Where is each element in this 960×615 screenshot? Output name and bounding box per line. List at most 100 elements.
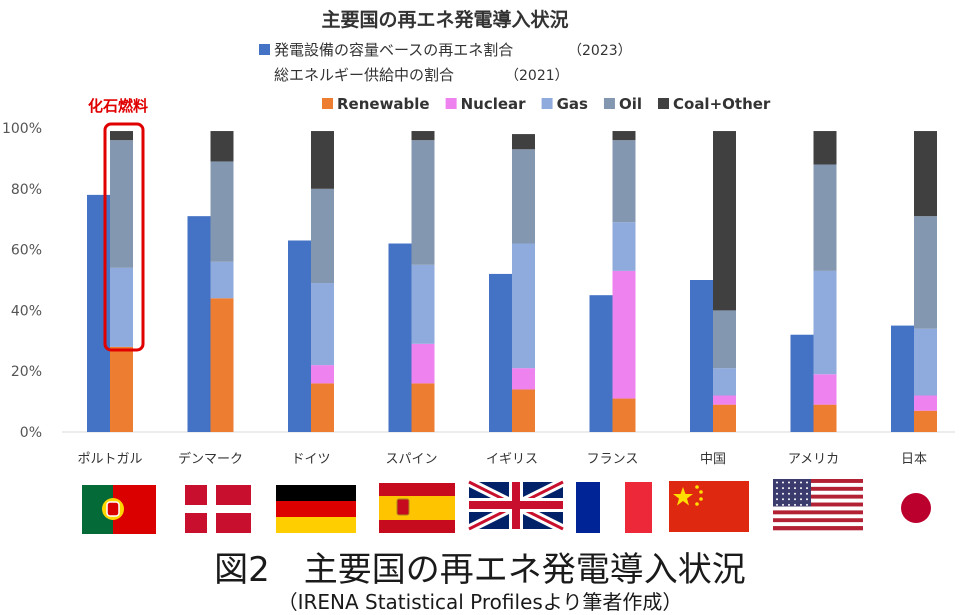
bar-power xyxy=(690,280,713,432)
y-tick-label: 0% xyxy=(20,425,42,441)
bar-segment xyxy=(914,216,937,329)
bar-segment xyxy=(411,264,435,344)
x-tick-label: デンマーク xyxy=(178,451,243,467)
annotation-label: 化石燃料 xyxy=(88,97,148,115)
bar-power xyxy=(87,194,110,432)
bar-segment xyxy=(813,164,837,271)
figure-caption: 図2 主要国の再エネ発電導入状況 xyxy=(214,550,746,590)
bar-segment xyxy=(914,395,937,411)
bar-power xyxy=(388,243,412,432)
bar-segment xyxy=(914,410,937,432)
bar-segment xyxy=(713,395,736,405)
legend-swatch xyxy=(445,98,457,109)
bar-segment xyxy=(612,222,636,271)
bar-segment xyxy=(713,310,736,369)
flag-germany-icon xyxy=(276,485,356,533)
legend-label: Oil xyxy=(619,95,642,113)
x-tick-label: 中国 xyxy=(700,452,726,467)
legend-label: Nuclear xyxy=(461,95,527,113)
bar-segment xyxy=(512,243,535,369)
bar-segment xyxy=(713,131,736,311)
bar-segment xyxy=(813,404,837,432)
y-tick-label: 20% xyxy=(11,364,42,380)
bar-segment xyxy=(813,270,837,375)
x-tick-label: フランス xyxy=(587,452,639,467)
legend-group-year: （2021） xyxy=(505,68,569,84)
bar-power xyxy=(891,325,914,432)
legend-label: Coal+Other xyxy=(673,95,771,113)
bar-segment xyxy=(612,270,636,399)
bar-segment xyxy=(411,131,435,141)
bar-segment xyxy=(612,140,636,223)
flag-china-icon xyxy=(669,481,749,532)
flag-spain-icon xyxy=(379,483,455,533)
y-tick-label: 100% xyxy=(2,121,42,137)
bar-segment xyxy=(713,404,736,432)
bar-segment xyxy=(914,131,937,217)
bar-segment xyxy=(110,140,133,268)
bar-power xyxy=(187,216,211,432)
bar-power xyxy=(790,334,814,432)
legend-group-label: 総エネルギー供給中の割合 xyxy=(274,66,454,84)
bar-segment xyxy=(210,298,234,432)
bar-power xyxy=(489,273,512,432)
bar-power xyxy=(589,295,613,432)
bar-segment xyxy=(914,328,937,396)
flag-uk-icon xyxy=(466,477,566,534)
legend-label: Gas xyxy=(557,95,588,113)
y-tick-label: 60% xyxy=(11,243,42,259)
legend-swatch-power xyxy=(259,44,270,55)
x-tick-label: ポルトガル xyxy=(77,452,142,467)
bars xyxy=(87,131,937,432)
bar-segment xyxy=(411,343,435,384)
bar-segment xyxy=(210,261,234,299)
bar-segment xyxy=(210,161,234,262)
x-tick-label: ドイツ xyxy=(291,452,330,467)
flag-portugal-icon xyxy=(82,485,156,534)
chart-area: 主要国の再エネ発電導入状況 発電設備の容量ベースの再エネ割合 （2023） 総エ… xyxy=(2,8,955,534)
bar-segment xyxy=(512,134,535,150)
legend-swatch xyxy=(603,98,615,109)
bar-segment xyxy=(311,131,334,189)
flag-denmark-icon xyxy=(185,485,251,533)
chart-title: 主要国の再エネ発電導入状況 xyxy=(321,8,568,31)
legend-swatch xyxy=(541,98,553,109)
flag-japan-icon xyxy=(880,482,952,532)
bar-segment xyxy=(311,283,334,366)
annotation-box xyxy=(103,122,145,352)
bar-segment xyxy=(612,131,636,141)
bar-segment xyxy=(311,188,334,284)
y-tick-label: 40% xyxy=(11,303,42,319)
bar-segment xyxy=(512,389,535,432)
x-tick-label: アメリカ xyxy=(788,452,839,467)
flag-france-icon xyxy=(576,482,652,533)
bar-power xyxy=(288,240,311,432)
bar-segment xyxy=(311,365,334,384)
x-tick-label: イギリス xyxy=(486,452,538,467)
bar-segment xyxy=(411,383,435,432)
legend-energy: Renewable Nuclear Gas Oil Coal+Other xyxy=(322,95,771,113)
y-axis: 0% 20% 40% 60% 80% 100% xyxy=(2,121,42,441)
bar-segment xyxy=(210,131,234,162)
bar-segment xyxy=(411,140,435,265)
legend-label: Renewable xyxy=(337,95,430,113)
figure-source: （IRENA Statistical Profilesより筆者作成） xyxy=(277,590,683,614)
x-tick-label: スパイン xyxy=(385,452,437,467)
flags xyxy=(82,477,952,534)
bar-segment xyxy=(512,149,535,244)
bar-segment xyxy=(512,368,535,390)
bar-segment xyxy=(813,374,837,405)
legend-label-power: 発電設備の容量ベースの再エネ割合 xyxy=(274,41,513,59)
x-axis-labels: ポルトガル デンマーク ドイツ スパイン イギリス フランス 中国 アメリカ 日本 xyxy=(77,451,927,467)
bar-segment xyxy=(110,131,133,141)
bar-segment xyxy=(813,131,837,165)
y-tick-label: 80% xyxy=(11,182,42,198)
x-tick-label: 日本 xyxy=(901,452,927,467)
bar-segment xyxy=(311,383,334,432)
bar-segment xyxy=(612,398,636,432)
bar-segment xyxy=(110,267,133,347)
bar-segment xyxy=(713,368,736,396)
bar-segment xyxy=(110,346,133,432)
legend-swatch xyxy=(322,98,333,109)
flag-usa-icon xyxy=(773,479,863,531)
